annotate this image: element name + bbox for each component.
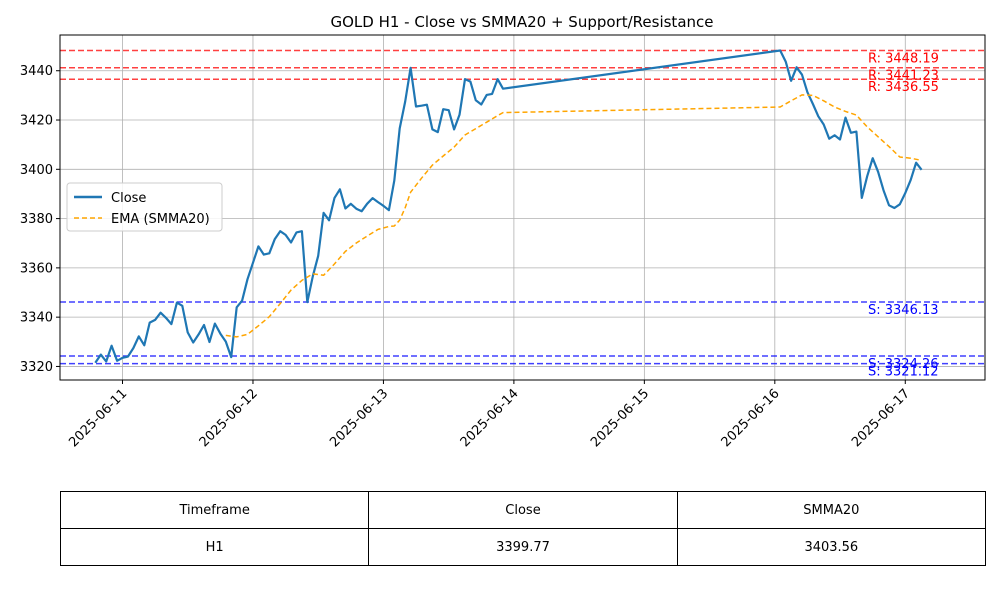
y-tick-label: 3360 xyxy=(20,261,53,276)
table-header-cell: Close xyxy=(368,491,678,529)
chart-title: GOLD H1 - Close vs SMMA20 + Support/Resi… xyxy=(330,13,713,31)
y-tick-label: 3440 xyxy=(20,64,53,79)
x-tick-label: 2025-06-17 xyxy=(849,386,913,450)
chart: GOLD H1 - Close vs SMMA20 + Support/Resi… xyxy=(20,13,986,450)
table-cell: 3403.56 xyxy=(676,528,987,566)
table-cell: H1 xyxy=(59,528,370,566)
support-level-label: S: 3324.26 xyxy=(868,357,939,372)
legend-box xyxy=(66,182,223,232)
x-tick-label: 2025-06-16 xyxy=(719,386,783,450)
table-header-row: Timeframe Close SMMA20 xyxy=(59,491,987,529)
legend-close-label: Close xyxy=(111,191,146,206)
summary-table: Timeframe Close SMMA20 H1 3399.77 3403.5… xyxy=(59,491,987,566)
legend-ema-label: EMA (SMMA20) xyxy=(111,212,210,227)
y-tick-label: 3320 xyxy=(20,360,53,375)
x-tick-label: 2025-06-14 xyxy=(458,386,522,450)
resistance-level-label: R: 3448.19 xyxy=(868,52,939,67)
table-header-cell: Timeframe xyxy=(59,491,370,529)
y-tick-label: 3380 xyxy=(20,212,53,227)
legend: Close EMA (SMMA20) xyxy=(66,182,223,232)
x-tick-label: 2025-06-12 xyxy=(197,386,261,450)
plot-frame xyxy=(59,34,986,381)
table-row: H1 3399.77 3403.56 xyxy=(59,528,987,566)
resistance-level-label: R: 3436.55 xyxy=(868,80,939,95)
support-level-label: S: 3321.12 xyxy=(868,365,939,380)
x-tick-label: 2025-06-15 xyxy=(588,386,652,450)
x-tick-label: 2025-06-13 xyxy=(327,386,391,450)
table-cell: 3399.77 xyxy=(368,528,678,566)
y-tick-label: 3420 xyxy=(20,114,53,129)
y-tick-label: 3400 xyxy=(20,163,53,178)
support-level-label: S: 3346.13 xyxy=(868,303,939,318)
x-tick-label: 2025-06-11 xyxy=(66,386,130,450)
resistance-level-label: R: 3441.23 xyxy=(868,69,939,84)
table-header-cell: SMMA20 xyxy=(676,491,987,529)
y-tick-label: 3340 xyxy=(20,311,53,326)
